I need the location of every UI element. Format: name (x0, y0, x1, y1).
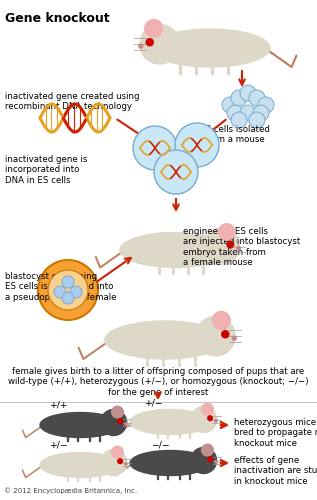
Circle shape (208, 457, 212, 462)
Circle shape (38, 260, 98, 320)
Circle shape (240, 105, 256, 121)
Text: © 2012 Encyclopædia Britannica, Inc.: © 2012 Encyclopædia Britannica, Inc. (4, 488, 137, 494)
Circle shape (249, 90, 265, 106)
Circle shape (154, 150, 198, 194)
Ellipse shape (40, 452, 120, 477)
Text: +/−: +/− (49, 441, 67, 450)
Text: Gene knockout: Gene knockout (5, 12, 110, 25)
Text: +/−: +/− (144, 399, 162, 408)
Circle shape (253, 105, 269, 121)
Circle shape (202, 403, 213, 415)
Circle shape (208, 416, 212, 420)
Circle shape (133, 126, 177, 170)
Circle shape (191, 448, 217, 473)
Circle shape (140, 24, 179, 64)
Text: female gives birth to a litter of offspring composed of pups that are
wild-type : female gives birth to a litter of offspr… (8, 367, 308, 397)
Circle shape (125, 462, 127, 465)
Circle shape (62, 292, 74, 304)
Circle shape (62, 276, 74, 288)
Circle shape (54, 286, 66, 298)
Circle shape (139, 44, 143, 48)
Ellipse shape (150, 29, 270, 67)
Text: inactivated gene is
incorporated into
DNA in ES cells: inactivated gene is incorporated into DN… (5, 155, 87, 185)
Circle shape (202, 444, 213, 456)
Circle shape (212, 312, 230, 330)
Ellipse shape (40, 412, 120, 438)
Text: blastocyst containing
ES cells is implanted into
a pseudopregnant female: blastocyst containing ES cells is implan… (5, 272, 117, 302)
Circle shape (222, 97, 238, 113)
Circle shape (118, 459, 122, 464)
Circle shape (100, 410, 126, 436)
Circle shape (218, 224, 235, 240)
Circle shape (222, 330, 229, 338)
Circle shape (231, 112, 247, 128)
Text: −/−: −/− (151, 440, 169, 449)
Circle shape (232, 336, 236, 340)
Text: engineered ES cells
are injected into blastocyst
embryo taken from
a female mous: engineered ES cells are injected into bl… (183, 227, 300, 267)
Circle shape (258, 97, 274, 113)
Circle shape (227, 105, 243, 121)
Text: ES cells isolated
from a mouse: ES cells isolated from a mouse (200, 125, 270, 144)
Circle shape (112, 406, 123, 418)
Circle shape (125, 422, 127, 425)
Circle shape (191, 406, 217, 432)
Circle shape (231, 90, 247, 106)
Circle shape (237, 246, 240, 250)
Circle shape (70, 286, 82, 298)
Circle shape (145, 20, 163, 38)
Text: inactivated gene created using
recombinant DNA technology: inactivated gene created using recombina… (5, 92, 139, 112)
Circle shape (240, 85, 256, 101)
Circle shape (227, 242, 234, 248)
Circle shape (146, 38, 153, 46)
Circle shape (196, 316, 235, 356)
Ellipse shape (105, 321, 225, 359)
Circle shape (249, 112, 265, 128)
Circle shape (118, 419, 122, 424)
Text: heterozygous mice are
bred to propagate more
knockout mice: heterozygous mice are bred to propagate … (234, 418, 317, 448)
Circle shape (215, 420, 217, 422)
Ellipse shape (130, 450, 210, 475)
Circle shape (175, 123, 219, 167)
Text: effects of gene
inactivation are studied
in knockout mice: effects of gene inactivation are studied… (234, 456, 317, 486)
Circle shape (100, 450, 126, 475)
Circle shape (215, 460, 217, 463)
Circle shape (48, 270, 88, 310)
Ellipse shape (130, 410, 210, 434)
Ellipse shape (120, 232, 230, 268)
Circle shape (203, 228, 239, 264)
Circle shape (112, 446, 123, 458)
Text: +/+: +/+ (49, 401, 67, 410)
